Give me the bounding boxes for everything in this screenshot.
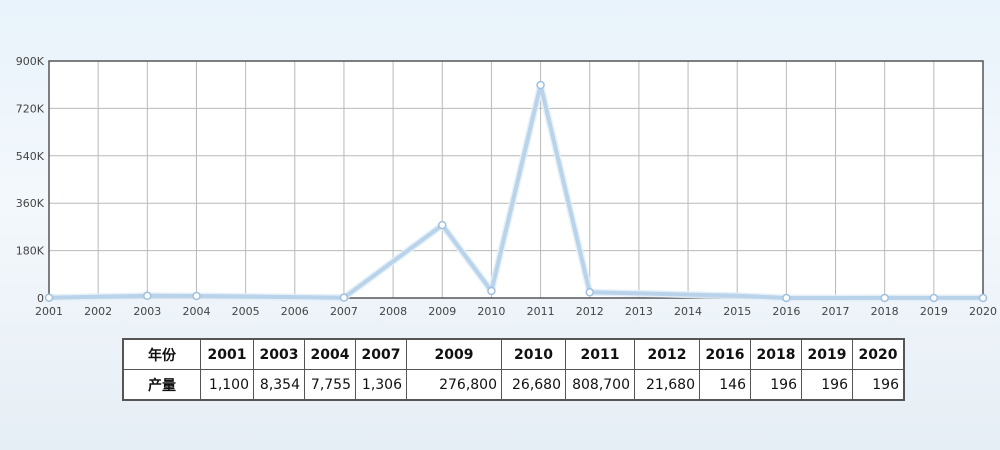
value-cell-2011: 808,700	[565, 369, 635, 401]
x-tick-label-2001: 2001	[35, 305, 63, 318]
value-cell-2001: 1,100	[200, 369, 254, 401]
point-2003	[143, 291, 152, 301]
year-cell-2012: 2012	[634, 338, 700, 370]
x-tick-label-2006: 2006	[281, 305, 309, 318]
x-tick-label-2005: 2005	[232, 305, 260, 318]
year-row-label: 年份	[122, 338, 201, 370]
y-tick-label-720K: 720K	[16, 102, 45, 115]
x-tick-label-2003: 2003	[133, 305, 161, 318]
value-cell-2018: 196	[750, 369, 802, 401]
year-cell-2001: 2001	[200, 338, 254, 370]
value-row-label: 产量	[122, 369, 201, 401]
y-tick-label-0: 0	[37, 292, 44, 305]
x-tick-label-2008: 2008	[379, 305, 407, 318]
x-tick-label-2020: 2020	[969, 305, 997, 318]
x-tick-label-2017: 2017	[822, 305, 850, 318]
x-tick-label-2014: 2014	[674, 305, 702, 318]
value-cell-2007: 1,306	[355, 369, 407, 401]
production-line-chart: 0 180K 360K 540K 720K 900K 2001 2002 2003 2004 200…	[16, 55, 997, 318]
production-data-table: 年份 2001 2003 2004 2007 2009 2010 2011 20…	[122, 338, 905, 401]
year-cell-2007: 2007	[355, 338, 407, 370]
year-cell-2011: 2011	[565, 338, 635, 370]
value-cell-2010: 26,680	[501, 369, 566, 401]
year-cell-2009: 2009	[406, 338, 502, 370]
value-cell-2020: 196	[852, 369, 905, 401]
table-value-row: 产量 1,100 8,354 7,755 1,306 276,800 26,68…	[122, 369, 905, 401]
point-2010	[487, 286, 496, 296]
x-tick-label-2018: 2018	[871, 305, 899, 318]
point-2001	[44, 293, 54, 302]
y-tick-label-180K: 180K	[16, 245, 45, 258]
y-tick-label-540K: 540K	[16, 150, 45, 163]
x-tick-label-2015: 2015	[723, 305, 751, 318]
year-cell-2016: 2016	[699, 338, 751, 370]
point-2009	[438, 220, 447, 230]
year-cell-2019: 2019	[801, 338, 853, 370]
table-header-row: 年份 2001 2003 2004 2007 2009 2010 2011 20…	[122, 338, 905, 370]
point-2016	[782, 293, 791, 303]
year-cell-2004: 2004	[304, 338, 356, 370]
value-cell-2004: 7,755	[304, 369, 356, 401]
point-2011	[536, 80, 545, 90]
point-2004	[192, 291, 201, 301]
x-tick-label-2012: 2012	[576, 305, 604, 318]
value-cell-2009: 276,800	[406, 369, 502, 401]
x-tick-label-2002: 2002	[84, 305, 112, 318]
value-cell-2012: 21,680	[634, 369, 700, 401]
year-cell-2003: 2003	[253, 338, 305, 370]
x-tick-label-2016: 2016	[772, 305, 800, 318]
value-cell-2019: 196	[801, 369, 853, 401]
year-cell-2010: 2010	[501, 338, 566, 370]
x-tick-label-2010: 2010	[477, 305, 505, 318]
value-cell-2016: 146	[699, 369, 751, 401]
point-2007	[339, 293, 349, 302]
point-2020	[978, 293, 988, 303]
x-tick-label-2013: 2013	[625, 305, 653, 318]
x-tick-label-2019: 2019	[920, 305, 948, 318]
x-tick-label-2011: 2011	[527, 305, 555, 318]
series-line	[48, 83, 983, 300]
point-2018	[880, 293, 889, 303]
x-tick-label-2007: 2007	[330, 305, 358, 318]
x-tick-label-2004: 2004	[182, 305, 210, 318]
value-cell-2003: 8,354	[253, 369, 305, 401]
plot-frame	[48, 60, 984, 299]
y-tick-label-900K: 900K	[16, 55, 45, 68]
year-cell-2018: 2018	[750, 338, 802, 370]
point-2019	[929, 293, 939, 303]
point-2012	[585, 288, 594, 297]
x-tick-label-2009: 2009	[428, 305, 456, 318]
y-tick-label-360K: 360K	[16, 197, 45, 210]
year-cell-2020: 2020	[852, 338, 905, 370]
